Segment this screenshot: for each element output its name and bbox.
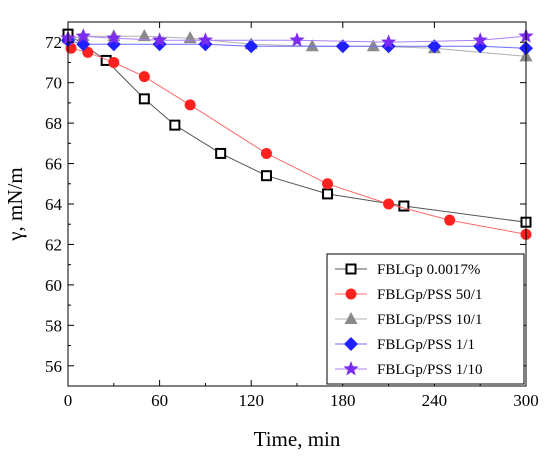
y-tick-label: 60 xyxy=(45,276,62,295)
data-point xyxy=(75,28,91,43)
data-point xyxy=(289,32,305,47)
data-point xyxy=(138,93,150,105)
data-point xyxy=(322,188,334,200)
data-point xyxy=(398,200,410,212)
legend-label: FBLGp/PSS 1/10 xyxy=(377,362,482,378)
data-point xyxy=(444,214,456,226)
legend-marker xyxy=(343,361,359,376)
legend-item: FBLGp/PSS 1/1 xyxy=(335,337,475,353)
data-point xyxy=(197,32,213,47)
data-point xyxy=(137,29,151,42)
data-point xyxy=(169,119,181,131)
legend-label: FBLGp 0.0017% xyxy=(377,262,480,278)
legend-marker xyxy=(344,337,358,351)
y-tick-label: 62 xyxy=(45,235,62,254)
legend-item: FBLGp/PSS 50/1 xyxy=(335,287,482,303)
legend-label: FBLGp/PSS 50/1 xyxy=(377,287,482,303)
data-point xyxy=(305,39,319,52)
legend-label: FBLGp/PSS 1/1 xyxy=(377,337,475,353)
data-point xyxy=(383,198,395,210)
x-tick-label: 0 xyxy=(64,391,73,410)
plot-data-layer xyxy=(60,28,534,240)
legend-marker xyxy=(345,263,357,275)
y-tick-label: 68 xyxy=(45,114,62,133)
x-tick-label: 240 xyxy=(422,391,448,410)
y-tick-label: 56 xyxy=(45,357,62,376)
legend: FBLGp 0.0017% FBLGp/PSS 50/1 FBLGp/PSS 10/… xyxy=(326,253,525,385)
x-tick-label: 120 xyxy=(238,391,264,410)
y-tick-label: 66 xyxy=(45,155,62,174)
data-point xyxy=(106,30,122,45)
data-point xyxy=(215,147,227,159)
data-point xyxy=(183,31,197,44)
data-point xyxy=(108,56,120,68)
data-point xyxy=(260,170,272,182)
data-point xyxy=(82,46,94,58)
data-point xyxy=(260,147,272,159)
legend-label: FBLGp/PSS 10/1 xyxy=(377,312,482,328)
data-point xyxy=(381,34,397,49)
x-tick-label: 60 xyxy=(151,391,168,410)
series-line xyxy=(67,33,527,223)
y-axis-title: γ, mN/m xyxy=(3,167,27,241)
x-tick-label: 180 xyxy=(330,391,356,410)
y-tick-label: 58 xyxy=(45,316,62,335)
series-1 xyxy=(62,28,532,228)
y-tick-label: 72 xyxy=(45,33,62,52)
x-tick-label: 300 xyxy=(513,391,539,410)
legend-marker xyxy=(345,288,357,300)
series-2 xyxy=(65,42,532,240)
data-point xyxy=(322,178,334,190)
legend-item: FBLGp 0.0017% xyxy=(335,262,480,278)
series-line xyxy=(70,47,527,235)
y-tick-label: 64 xyxy=(45,195,63,214)
series-line xyxy=(67,35,527,57)
data-point xyxy=(427,39,442,54)
data-point xyxy=(244,39,259,54)
data-point xyxy=(152,32,168,47)
data-point xyxy=(184,99,196,111)
axis-ticks: 0 60 120 180 240 300 56 58 60 62 64 66 68 70 72 xyxy=(45,21,539,410)
legend-item: FBLGp/PSS 10/1 xyxy=(335,312,482,328)
x-axis-title: Time, min xyxy=(254,427,341,451)
data-point xyxy=(472,32,488,47)
data-point xyxy=(366,39,380,52)
data-point xyxy=(335,39,350,54)
legend-item: FBLGp/PSS 1/10 xyxy=(335,361,482,378)
y-tick-label: 70 xyxy=(45,74,62,93)
legend-marker xyxy=(344,312,358,324)
data-point xyxy=(138,71,150,83)
